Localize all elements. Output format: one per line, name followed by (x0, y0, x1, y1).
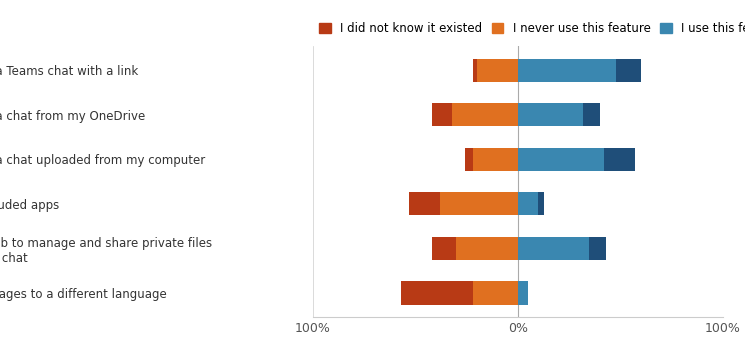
Bar (589, 237, 606, 260)
Bar (409, 192, 440, 215)
Bar (472, 281, 518, 304)
Bar (518, 237, 589, 260)
Bar (477, 59, 518, 82)
Bar (603, 148, 635, 171)
Legend: I did not know it existed, I never use this feature, I use this feature, I use t: I did not know it existed, I never use t… (319, 22, 745, 35)
Bar (518, 148, 603, 171)
Bar (518, 281, 528, 304)
Bar (401, 281, 472, 304)
Bar (440, 192, 518, 215)
Bar (518, 192, 538, 215)
Bar (432, 237, 456, 260)
Bar (452, 103, 518, 126)
Bar (465, 148, 472, 171)
Bar (472, 59, 477, 82)
Bar (538, 192, 545, 215)
Bar (583, 103, 600, 126)
Bar (518, 59, 616, 82)
Bar (518, 103, 583, 126)
Bar (456, 237, 518, 260)
Bar (472, 148, 518, 171)
Bar (616, 59, 641, 82)
Bar (431, 103, 452, 126)
